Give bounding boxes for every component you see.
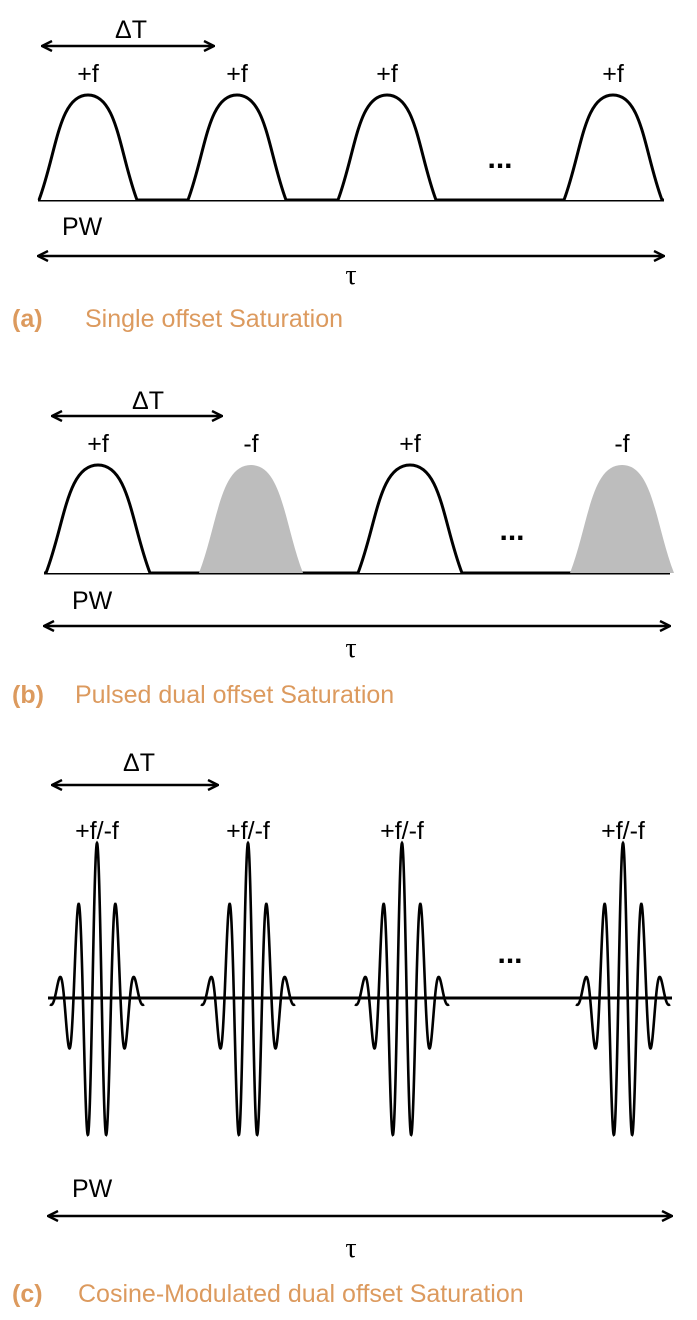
ellipsis: ... bbox=[487, 142, 512, 175]
pulse-offset-label: +f bbox=[376, 60, 398, 88]
caption-text: Cosine-Modulated dual offset Saturation bbox=[78, 1280, 524, 1308]
pulse-positive-offset bbox=[37, 93, 139, 201]
pulse-offset-label: +f bbox=[77, 60, 99, 88]
caption-id: (b) bbox=[12, 681, 44, 709]
ellipsis: ... bbox=[499, 514, 524, 547]
pulse-offset-label: +f bbox=[226, 60, 248, 88]
caption-text: Single offset Saturation bbox=[85, 305, 343, 333]
pw-label: PW bbox=[62, 213, 103, 241]
pulse-offset-label: +f/-f bbox=[75, 817, 119, 845]
pulse-negative-offset bbox=[199, 465, 303, 573]
pulse-offset-label: +f/-f bbox=[380, 817, 424, 845]
panel-b: ΔT +f -f +f -f... PW τ (b) Pulsed dual offset Sa… bbox=[12, 387, 670, 709]
tau-label: τ bbox=[345, 1233, 356, 1264]
pulse-offset-label: -f bbox=[243, 430, 258, 458]
pulse-negative-offset bbox=[570, 465, 674, 573]
panel-c: ΔT +f/-f +f/-f +f/-f +f/-f... PW τ (c) Cosine-Mo… bbox=[12, 749, 672, 1308]
pulse-positive-offset bbox=[186, 93, 288, 201]
pulse-offset-label: +f/-f bbox=[226, 817, 270, 845]
cosine-modulated-pulse bbox=[354, 840, 450, 1137]
pulse-offset-label: +f bbox=[602, 60, 624, 88]
pulse-offset-label: +f/-f bbox=[601, 817, 645, 845]
pulse-positive-offset bbox=[44, 463, 152, 574]
caption-id: (c) bbox=[12, 1280, 43, 1308]
pw-label: PW bbox=[72, 1175, 113, 1203]
delta-t-label: ΔT bbox=[132, 387, 164, 415]
ellipsis: ... bbox=[497, 937, 522, 970]
pulse-offset-label: +f bbox=[399, 430, 421, 458]
pulse-offset-label: -f bbox=[614, 430, 629, 458]
tau-label: τ bbox=[345, 633, 356, 664]
pulse-positive-offset bbox=[562, 93, 664, 201]
tau-label: τ bbox=[345, 260, 356, 291]
caption-text: Pulsed dual offset Saturation bbox=[75, 681, 394, 709]
caption-id: (a) bbox=[12, 305, 43, 333]
pulse-offset-label: +f bbox=[87, 430, 109, 458]
delta-t-label: ΔT bbox=[115, 16, 147, 44]
cosine-modulated-pulse bbox=[575, 840, 671, 1137]
pw-label: PW bbox=[72, 587, 113, 615]
pulse-positive-offset bbox=[336, 93, 438, 201]
pulse-positive-offset bbox=[356, 463, 464, 574]
delta-t-label: ΔT bbox=[123, 749, 155, 777]
cosine-modulated-pulse bbox=[49, 840, 145, 1137]
cosine-modulated-pulse bbox=[200, 840, 296, 1137]
